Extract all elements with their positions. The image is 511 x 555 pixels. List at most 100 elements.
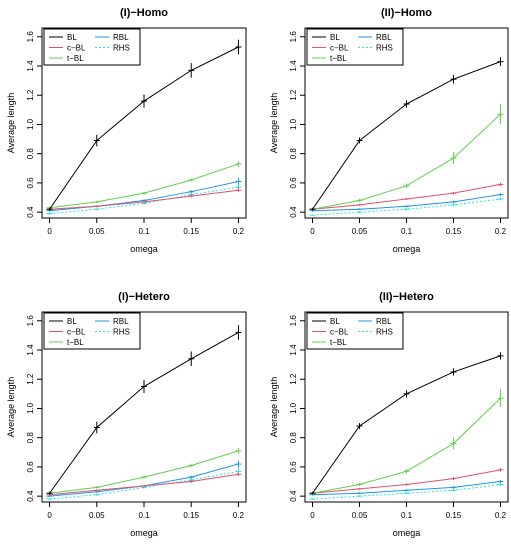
series-rhs bbox=[46, 468, 242, 500]
x-tick-label: 0 bbox=[310, 511, 315, 520]
series-rhs bbox=[309, 483, 504, 500]
x-axis: 0 0.05 0.1 0.15 0.2 bbox=[47, 218, 245, 236]
y-tick-label: 1.2 bbox=[26, 89, 35, 101]
y-tick-label: 1.6 bbox=[26, 31, 35, 43]
y-tick-label: 1.4 bbox=[26, 60, 35, 72]
x-tick-label: 0.15 bbox=[446, 227, 462, 236]
y-tick-label: 0.8 bbox=[289, 432, 298, 444]
y-tick-label: 1.2 bbox=[26, 373, 35, 385]
x-tick-label: 0.15 bbox=[446, 511, 462, 520]
x-axis-label: omega bbox=[393, 244, 421, 254]
x-tick-label: 0.2 bbox=[233, 227, 245, 236]
y-axis-label: Average length bbox=[6, 377, 16, 437]
legend-label: t−BL bbox=[67, 338, 84, 347]
panel-title: (II)−Hetero bbox=[379, 291, 434, 303]
panel-1: (I)−Homo 0.4 0.6 0.8 1.0 1.2 1.4 1.6 Average len… bbox=[6, 7, 247, 254]
y-tick-label: 1.2 bbox=[289, 373, 298, 385]
x-tick-label: 0 bbox=[47, 511, 52, 520]
y-tick-label: 0.4 bbox=[289, 490, 298, 502]
x-tick-label: 0.15 bbox=[183, 227, 199, 236]
legend-label: c−BL bbox=[67, 328, 86, 337]
legend-label: c−BL bbox=[67, 44, 86, 53]
panel-title: (II)−Homo bbox=[381, 7, 432, 19]
series-rbl bbox=[309, 479, 504, 496]
y-tick-label: 1.4 bbox=[289, 60, 298, 72]
series-c-bl bbox=[309, 468, 504, 494]
y-axis: 0.4 0.6 0.8 1.0 1.2 1.4 1.6 bbox=[26, 31, 42, 218]
series-bl bbox=[46, 325, 242, 495]
x-axis: 0 0.05 0.1 0.15 0.2 bbox=[47, 502, 245, 520]
series-line bbox=[49, 46, 239, 210]
legend: BL RBL c−BL RHS t−BL bbox=[43, 28, 141, 66]
x-tick-label: 0.2 bbox=[495, 511, 507, 520]
x-tick-label: 0.1 bbox=[401, 511, 413, 520]
legend-label: RBL bbox=[376, 317, 392, 326]
x-axis: 0 0.05 0.1 0.15 0.2 bbox=[310, 218, 507, 236]
y-tick-label: 1.2 bbox=[289, 89, 298, 101]
series-bl bbox=[309, 57, 504, 211]
series-line bbox=[312, 198, 501, 216]
x-axis-label: omega bbox=[393, 528, 421, 538]
x-tick-label: 0 bbox=[310, 227, 315, 236]
x-tick-label: 0.05 bbox=[89, 511, 105, 520]
legend-label: t−BL bbox=[330, 54, 347, 63]
legend: BL RBL c−BL RHS t−BL bbox=[43, 312, 141, 350]
legend-label: RBL bbox=[113, 33, 129, 42]
y-tick-label: 1.0 bbox=[26, 402, 35, 414]
legend-box bbox=[306, 28, 404, 66]
panel-3: (I)−Hetero 0.4 0.6 0.8 1.0 1.2 1.4 1.6 Average l… bbox=[6, 291, 247, 538]
series-line bbox=[312, 397, 501, 494]
x-axis-label: omega bbox=[130, 244, 158, 254]
legend-label: BL bbox=[330, 317, 340, 326]
series-t-bl bbox=[309, 389, 504, 494]
y-tick-label: 0.6 bbox=[289, 461, 298, 473]
x-tick-label: 0 bbox=[47, 227, 52, 236]
x-tick-label: 0.05 bbox=[352, 227, 368, 236]
y-tick-label: 1.0 bbox=[289, 118, 298, 130]
legend-label: c−BL bbox=[330, 44, 349, 53]
y-axis: 0.4 0.6 0.8 1.0 1.2 1.4 1.6 bbox=[26, 315, 42, 502]
y-axis-label: Average length bbox=[6, 93, 16, 153]
series-line bbox=[312, 113, 501, 210]
series-line bbox=[49, 332, 239, 494]
x-tick-label: 0.05 bbox=[89, 227, 105, 236]
y-axis: 0.4 0.6 0.8 1.0 1.2 1.4 1.6 bbox=[289, 31, 305, 218]
x-axis-label: omega bbox=[130, 528, 158, 538]
x-axis: 0 0.05 0.1 0.15 0.2 bbox=[310, 502, 507, 520]
x-tick-label: 0.1 bbox=[401, 227, 413, 236]
panel-4: (II)−Hetero 0.4 0.6 0.8 1.0 1.2 1.4 1.6 Average … bbox=[269, 291, 509, 538]
series-t-bl bbox=[309, 104, 504, 210]
legend-label: c−BL bbox=[330, 328, 349, 337]
y-tick-label: 0.8 bbox=[289, 148, 298, 160]
series-line bbox=[49, 180, 239, 212]
y-tick-label: 1.4 bbox=[289, 344, 298, 356]
series-bl bbox=[46, 39, 242, 211]
legend-label: RHS bbox=[376, 44, 393, 53]
y-tick-label: 1.0 bbox=[26, 118, 35, 130]
y-tick-label: 0.4 bbox=[26, 206, 35, 218]
y-tick-label: 0.6 bbox=[26, 177, 35, 189]
legend: BL RBL c−BL RHS t−BL bbox=[306, 28, 404, 66]
y-tick-label: 0.8 bbox=[26, 148, 35, 160]
y-tick-label: 0.6 bbox=[26, 461, 35, 473]
legend-label: t−BL bbox=[67, 54, 84, 63]
y-tick-label: 0.4 bbox=[289, 206, 298, 218]
y-axis-label: Average length bbox=[269, 377, 279, 437]
legend-label: t−BL bbox=[330, 338, 347, 347]
y-tick-label: 0.8 bbox=[26, 432, 35, 444]
series-rhs bbox=[309, 197, 504, 216]
y-tick-label: 1.4 bbox=[26, 344, 35, 356]
panel-title: (I)−Homo bbox=[120, 7, 168, 19]
legend-label: RHS bbox=[113, 44, 130, 53]
series-bl bbox=[309, 352, 504, 495]
x-tick-label: 0.1 bbox=[138, 227, 150, 236]
y-tick-label: 1.6 bbox=[289, 315, 298, 327]
legend-label: RHS bbox=[113, 328, 130, 337]
legend-label: RHS bbox=[376, 328, 393, 337]
legend-label: BL bbox=[330, 33, 340, 42]
x-tick-label: 0.2 bbox=[233, 511, 245, 520]
x-tick-label: 0.2 bbox=[495, 227, 507, 236]
y-tick-label: 0.4 bbox=[26, 490, 35, 502]
